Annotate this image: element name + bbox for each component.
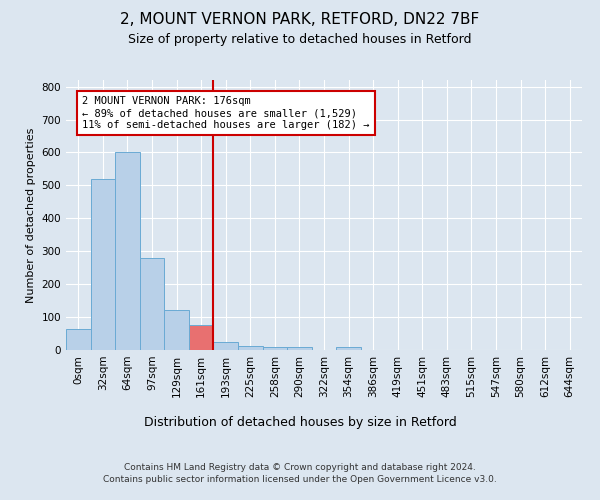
Text: Size of property relative to detached houses in Retford: Size of property relative to detached ho… — [128, 32, 472, 46]
Bar — [263, 346, 287, 350]
Bar — [189, 326, 214, 350]
Bar — [140, 258, 164, 350]
Bar — [66, 328, 91, 350]
Y-axis label: Number of detached properties: Number of detached properties — [26, 128, 36, 302]
Text: Contains HM Land Registry data © Crown copyright and database right 2024.: Contains HM Land Registry data © Crown c… — [124, 463, 476, 472]
Bar — [336, 346, 361, 350]
Text: 2 MOUNT VERNON PARK: 176sqm
← 89% of detached houses are smaller (1,529)
11% of : 2 MOUNT VERNON PARK: 176sqm ← 89% of det… — [82, 96, 370, 130]
Text: Distribution of detached houses by size in Retford: Distribution of detached houses by size … — [143, 416, 457, 429]
Bar — [91, 179, 115, 350]
Text: 2, MOUNT VERNON PARK, RETFORD, DN22 7BF: 2, MOUNT VERNON PARK, RETFORD, DN22 7BF — [121, 12, 479, 28]
Bar — [287, 346, 312, 350]
Text: Contains public sector information licensed under the Open Government Licence v3: Contains public sector information licen… — [103, 474, 497, 484]
Bar — [238, 346, 263, 350]
Bar — [115, 152, 140, 350]
Bar — [214, 342, 238, 350]
Bar — [164, 310, 189, 350]
